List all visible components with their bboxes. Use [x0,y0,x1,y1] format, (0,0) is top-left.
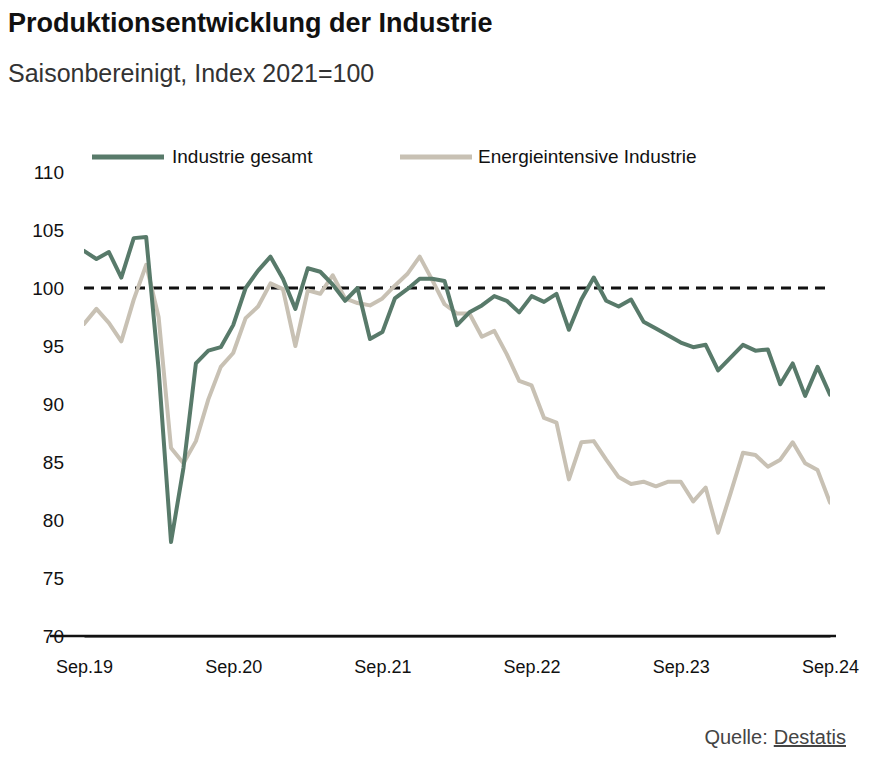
chart: Produktionsentwicklung der Industrie Sais… [0,0,882,765]
y-tick: 110 [34,162,64,183]
x-tick: Sep.19 [56,657,113,677]
legend: Industrie gesamt Energieintensive Industr… [92,146,697,167]
x-tick: Sep.23 [653,657,710,677]
x-tick: Sep.22 [504,657,561,677]
y-tick: 105 [32,220,64,241]
y-tick-label: 80 [43,510,64,531]
y-tick-label: 75 [43,568,64,589]
subtitle: Saisonbereinigt, Index 2021=100 [8,59,374,87]
y-tick: 80 [43,510,64,531]
y-tick-label: 110 [34,162,64,183]
reference-line [84,287,830,290]
source: Quelle: Destatis [704,726,846,748]
y-tick-label: 105 [32,220,64,241]
series-line [84,237,830,542]
x-tick: Sep.21 [354,657,411,677]
y-tick: 75 [43,568,64,589]
y-axis-line [64,173,65,637]
source-label: Quelle: [704,726,767,748]
y-tick-label: 90 [43,394,64,415]
y-tick: 95 [43,336,64,357]
legend-label: Energieintensive Industrie [478,146,697,167]
plot-area [84,237,830,542]
x-tick: Sep.24 [802,657,859,677]
title: Produktionsentwicklung der Industrie [8,8,493,38]
baseline [50,635,836,638]
y-tick: 90 [43,394,64,415]
legend-label: Industrie gesamt [172,146,313,167]
x-tick-label: Sep.21 [354,657,411,677]
y-tick: 85 [43,452,64,473]
source-link: Destatis [774,726,846,748]
legend-item: Energieintensive Industrie [400,146,697,167]
x-tick: Sep.20 [205,657,262,677]
series-line [84,257,830,533]
y-tick-label: 95 [43,336,64,357]
legend-item: Industrie gesamt [92,146,313,167]
x-axis: Sep.19 Sep.20 Sep.21 Sep.22 Sep.23 Sep.24 [56,637,859,677]
y-axis: 707580859095100105110 [32,162,64,647]
y-tick-label: 85 [43,452,64,473]
x-tick-label: Sep.23 [653,657,710,677]
legend-swatch [92,155,164,160]
y-tick-label: 100 [32,278,64,299]
y-tick: 100 [32,278,64,299]
x-tick-label: Sep.24 [802,657,859,677]
x-tick-label: Sep.19 [56,657,113,677]
legend-swatch [400,155,472,160]
x-tick-label: Sep.20 [205,657,262,677]
x-tick-label: Sep.22 [504,657,561,677]
